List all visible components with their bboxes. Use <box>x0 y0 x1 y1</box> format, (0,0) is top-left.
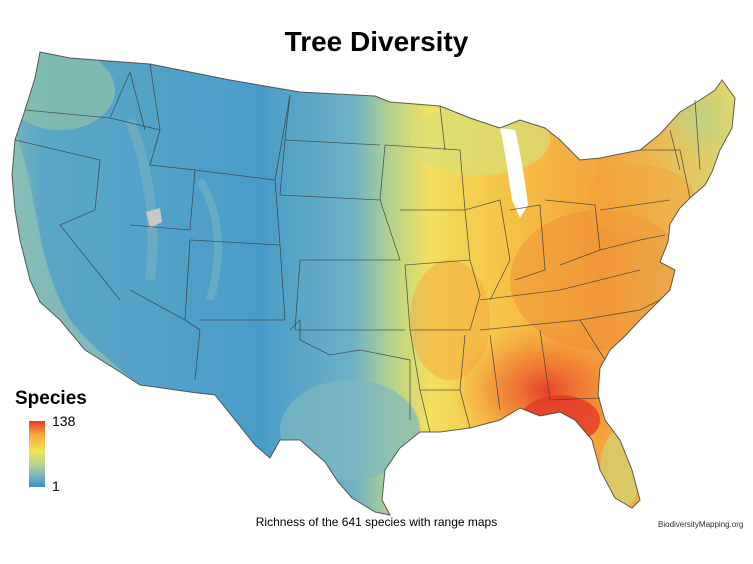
legend-min-label: 1 <box>52 478 60 494</box>
map-title: Tree Diversity <box>284 26 469 57</box>
credit-text: BiodiversityMapping.org <box>658 520 744 529</box>
map-caption: Richness of the 641 species with range m… <box>255 515 498 529</box>
lake-michigan <box>500 128 528 218</box>
legend-color-bar <box>29 421 45 487</box>
legend-title: Species <box>15 388 87 409</box>
legend-max-label: 138 <box>52 413 76 429</box>
state-borders <box>11 51 736 516</box>
